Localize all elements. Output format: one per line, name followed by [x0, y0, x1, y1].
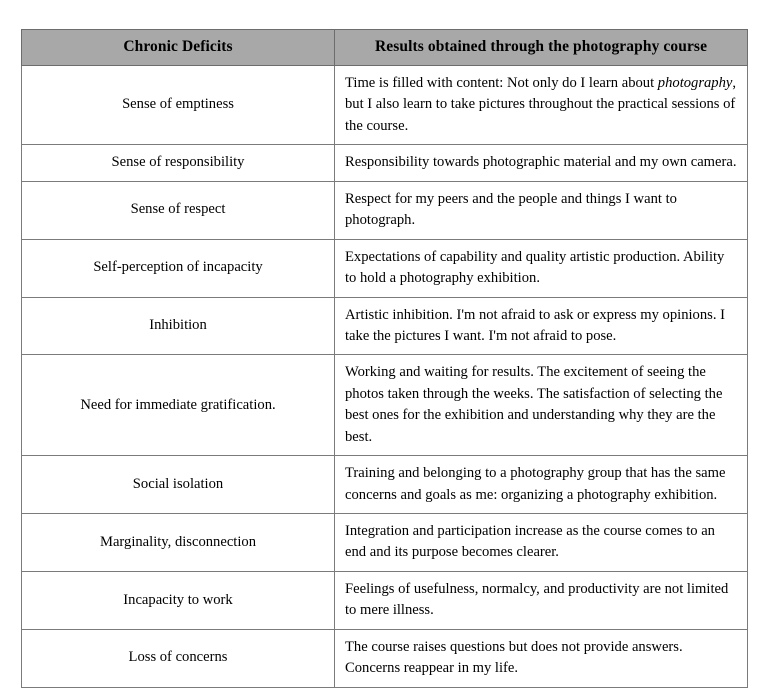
cell-chronic-deficit: Need for immediate gratification. — [21, 354, 335, 457]
table-row: Incapacity to work Feelings of usefulness… — [21, 570, 748, 630]
cell-chronic-deficit: Sense of respect — [21, 180, 335, 240]
cell-chronic-deficit: Loss of concerns — [21, 628, 335, 688]
table-row: Loss of concerns The course raises questi… — [21, 628, 748, 688]
column-header-chronic-deficits: Chronic Deficits — [21, 29, 335, 66]
cell-chronic-deficit: Incapacity to work — [21, 570, 335, 630]
result-text-suffix: , but I also learn to take pictures thro… — [345, 75, 737, 134]
cell-result: Responsibility towards photographic mate… — [334, 144, 748, 182]
cell-result: Artistic inhibition. I'm not afraid to a… — [334, 296, 748, 356]
cell-result: Integration and participation increase a… — [334, 513, 748, 572]
cell-result: Time is filled with content: Not only do… — [334, 64, 748, 146]
chronic-deficits-table: Chronic Deficits Results obtained throug… — [21, 29, 748, 688]
cell-chronic-deficit: Sense of responsibility — [21, 144, 335, 182]
table-row: Inhibition Artistic inhibition. I'm not a… — [21, 296, 748, 356]
cell-result: Working and waiting for results. The exc… — [334, 354, 748, 457]
table-body: Sense of emptiness Time is filled with co… — [21, 64, 748, 688]
column-header-results: Results obtained through the photography… — [334, 29, 748, 66]
table-row: Social isolation Training and belonging t… — [21, 455, 748, 514]
table-row: Sense of emptiness Time is filled with co… — [21, 64, 748, 146]
table-row: Sense of responsibility Responsibility to… — [21, 144, 748, 182]
table-header-row: Chronic Deficits Results obtained throug… — [21, 29, 748, 66]
table-header: Chronic Deficits Results obtained throug… — [21, 29, 748, 66]
cell-chronic-deficit: Social isolation — [21, 455, 335, 514]
cell-result: Training and belonging to a photography … — [334, 455, 748, 514]
table-row: Marginality, disconnection Integration an… — [21, 513, 748, 572]
cell-result: Expectations of capability and quality a… — [334, 238, 748, 298]
result-text-prefix: Time is filled with content: Not only do… — [345, 75, 658, 91]
table-row: Self-perception of incapacity Expectation… — [21, 238, 748, 298]
cell-result: Feelings of usefulness, normalcy, and pr… — [334, 570, 748, 630]
cell-result: Respect for my peers and the people and … — [334, 180, 748, 240]
cell-chronic-deficit: Sense of emptiness — [21, 64, 335, 146]
table-row: Sense of respect Respect for my peers and… — [21, 180, 748, 240]
cell-result: The course raises questions but does not… — [334, 628, 748, 688]
cell-chronic-deficit: Inhibition — [21, 296, 335, 356]
table-row: Need for immediate gratification. Working… — [21, 354, 748, 457]
result-text-emphasis: photography — [657, 75, 733, 91]
deficits-table-container: Chronic Deficits Results obtained throug… — [21, 29, 748, 688]
cell-chronic-deficit: Self-perception of incapacity — [21, 238, 335, 298]
cell-chronic-deficit: Marginality, disconnection — [21, 513, 335, 572]
